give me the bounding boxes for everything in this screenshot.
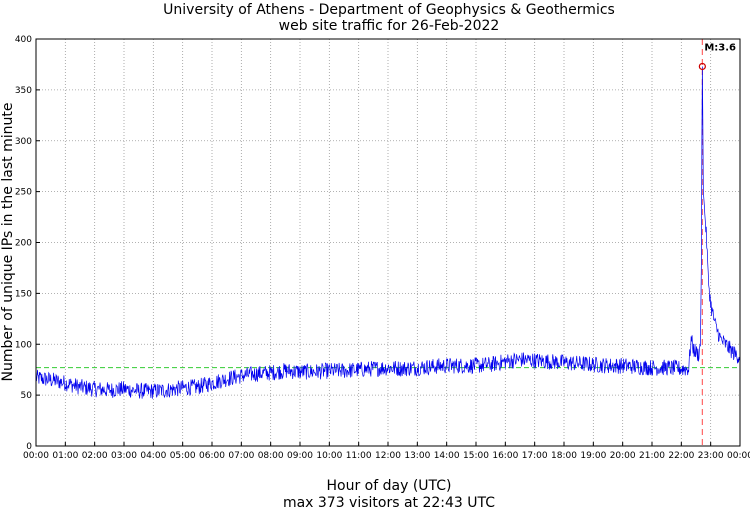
x-axis-label: Hour of day (UTC) [327, 478, 452, 494]
x-tick-label: 00:00 [23, 451, 49, 461]
x-tick-label: 01:00 [52, 451, 78, 461]
summary-label: max 373 visitors at 22:43 UTC [283, 495, 495, 511]
x-tick-label: 05:00 [170, 451, 196, 461]
x-tick-label: 20:00 [610, 451, 636, 461]
x-tick-label: 10:00 [316, 451, 342, 461]
x-tick-label: 16:00 [492, 451, 518, 461]
x-tick-label: 11:00 [346, 451, 372, 461]
x-tick-label: 18:00 [551, 451, 577, 461]
y-tick-label: 0 [26, 442, 32, 452]
x-tick-label: 13:00 [404, 451, 430, 461]
y-ticks: 0 50 100 150 200 250 300 350 400 [15, 35, 40, 452]
y-tick-label: 100 [15, 340, 32, 350]
x-ticks: 00:00 01:00 02:00 03:00 04:00 05:00 06:00 07:00… [23, 442, 750, 461]
x-tick-label: 19:00 [580, 451, 606, 461]
x-tick-label: 14:00 [434, 451, 460, 461]
y-tick-label: 50 [21, 391, 33, 401]
x-tick-label: 08:00 [258, 451, 284, 461]
x-tick-label: 03:00 [111, 451, 137, 461]
x-tick-label: 22:00 [668, 451, 694, 461]
x-tick-label: 00:00 [727, 451, 750, 461]
x-tick-label: 04:00 [140, 451, 166, 461]
y-axis-label: Number of unique IPs in the last minute [0, 103, 16, 382]
traffic-series-line [35, 66, 741, 399]
grid-lines [36, 39, 740, 446]
y-tick-label: 300 [15, 137, 32, 147]
peak-annotation: M:3.6 [704, 42, 736, 53]
y-tick-label: 200 [15, 239, 32, 249]
y-tick-label: 250 [15, 188, 32, 198]
series-group [35, 66, 741, 399]
peak-marker [698, 62, 706, 71]
chart-title: University of Athens - Department of Geo… [163, 2, 615, 18]
x-tick-label: 17:00 [522, 451, 548, 461]
x-tick-label: 23:00 [698, 451, 724, 461]
y-tick-label: 400 [15, 35, 32, 45]
y-tick-label: 350 [15, 86, 32, 96]
y-tick-label: 150 [15, 289, 32, 299]
chart-subtitle: web site traffic for 26-Feb-2022 [279, 18, 500, 34]
x-tick-label: 21:00 [639, 451, 665, 461]
x-tick-label: 07:00 [228, 451, 254, 461]
x-tick-label: 09:00 [287, 451, 313, 461]
x-tick-label: 02:00 [82, 451, 108, 461]
x-tick-label: 12:00 [375, 451, 401, 461]
x-tick-label: 15:00 [463, 451, 489, 461]
x-tick-label: 06:00 [199, 451, 225, 461]
